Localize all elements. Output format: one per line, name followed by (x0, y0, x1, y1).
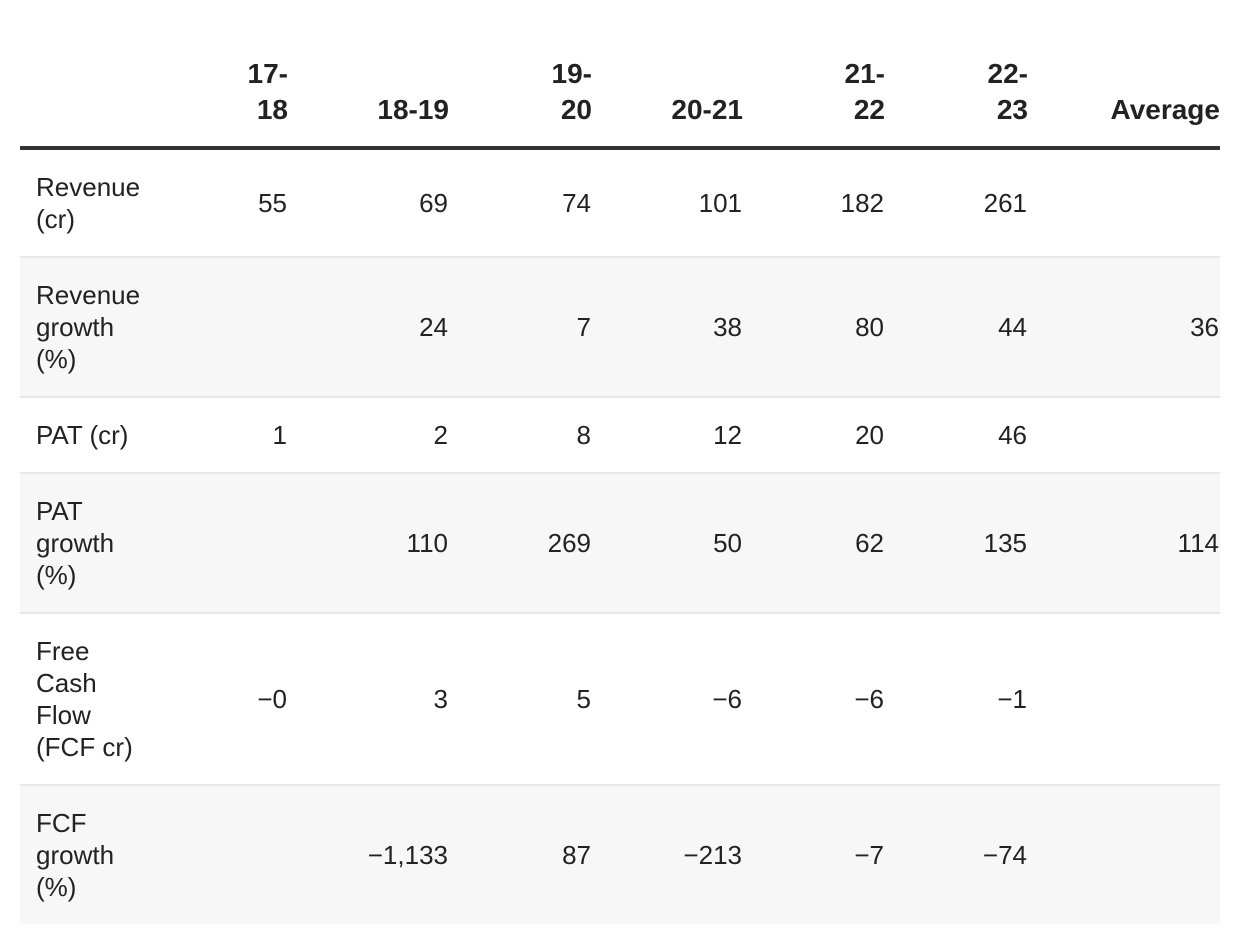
financial-summary-table: 17- 18 18-19 19- 20 20-21 21- 22 22- 23 … (20, 0, 1220, 924)
table-cell: 135 (885, 473, 1028, 614)
header-line: 19- (551, 58, 592, 89)
row-label-line: Revenue (36, 172, 141, 202)
table-header: 17- 18 18-19 19- 20 20-21 21- 22 22- 23 … (20, 0, 1220, 150)
table-cell (1028, 397, 1220, 474)
header-row: 17- 18 18-19 19- 20 20-21 21- 22 22- 23 … (20, 0, 1220, 150)
header-line: 21- (844, 58, 885, 89)
row-label-line: Revenue (36, 280, 141, 310)
header-cell-18-19: 18-19 (288, 0, 449, 150)
table-cell: 74 (449, 148, 592, 258)
table-cell: 69 (288, 148, 449, 258)
table-cell: 62 (743, 473, 885, 614)
row-label-line: PAT (cr) (36, 420, 129, 450)
row-label-line: growth (36, 840, 115, 870)
row-label-line: FCF (36, 808, 87, 838)
table-cell: 87 (449, 785, 592, 924)
header-cell-average: Average (1028, 0, 1220, 150)
row-label-line: (%) (36, 344, 77, 374)
header-line: 22 (853, 94, 885, 125)
table-cell: −1,133 (288, 785, 449, 924)
header-line: 22- (987, 58, 1028, 89)
table-cell: 5 (449, 613, 592, 786)
row-label-line: Cash (36, 668, 97, 698)
header-line: 18 (256, 94, 288, 125)
table-cell: −6 (743, 613, 885, 786)
table-cell: −213 (592, 785, 743, 924)
table-cell: 80 (743, 257, 885, 398)
table-cell: 1 (144, 397, 288, 474)
row-label-line: (cr) (36, 204, 75, 234)
table-cell: 261 (885, 148, 1028, 258)
table-body: Revenue (cr) 55 69 74 101 182 261 Revenue growth(… (20, 148, 1220, 924)
row-label-line: Flow (36, 700, 91, 730)
table-row: FCF growth (%) −1,133 87 −213 −7 −74 (20, 785, 1220, 924)
row-label: PAT growth (%) (20, 473, 144, 614)
table-cell: −0 (144, 613, 288, 786)
table-cell: 24 (288, 257, 449, 398)
table-cell: 12 (592, 397, 743, 474)
row-label-line: Free (36, 636, 90, 666)
table-cell: 55 (144, 148, 288, 258)
table-row: PAT (cr) 1 2 8 12 20 46 (20, 397, 1220, 474)
table-cell: 20 (743, 397, 885, 474)
header-cell-19-20: 19- 20 (449, 0, 592, 150)
table-cell (144, 473, 288, 614)
table-cell: 101 (592, 148, 743, 258)
table-cell: 8 (449, 397, 592, 474)
row-label: FCF growth (%) (20, 785, 144, 924)
table-row: PAT growth (%) 110 269 50 62 135 114 (20, 473, 1220, 614)
header-cell-empty (20, 0, 144, 150)
table-cell: 7 (449, 257, 592, 398)
table-cell (1028, 613, 1220, 786)
row-label: PAT (cr) (20, 397, 144, 474)
table-row: Revenue (cr) 55 69 74 101 182 261 (20, 148, 1220, 258)
row-label-line: (FCF cr) (36, 732, 133, 762)
table-cell (1028, 785, 1220, 924)
row-label-line: growth (36, 528, 115, 558)
header-cell-21-22: 21- 22 (743, 0, 885, 150)
row-label: Revenue (cr) (20, 148, 144, 258)
row-label: Free Cash Flow (FCF cr) (20, 613, 144, 786)
header-line: 17- (247, 58, 288, 89)
table-cell (144, 257, 288, 398)
header-cell-20-21: 20-21 (592, 0, 743, 150)
row-label-line: (%) (36, 872, 77, 902)
table-row: Free Cash Flow (FCF cr) −0 3 5 −6 −6 −1 (20, 613, 1220, 786)
table-cell: 50 (592, 473, 743, 614)
table-cell: 3 (288, 613, 449, 786)
header-cell-22-23: 22- 23 (885, 0, 1028, 150)
table-cell: −1 (885, 613, 1028, 786)
table-cell: 38 (592, 257, 743, 398)
table-cell: 2 (288, 397, 449, 474)
table-cell: 36 (1028, 257, 1220, 398)
header-line: 23 (996, 94, 1028, 125)
table-cell: 269 (449, 473, 592, 614)
financial-table-container: 17- 18 18-19 19- 20 20-21 21- 22 22- 23 … (20, 0, 1220, 924)
row-label-line: (%) (36, 560, 77, 590)
header-cell-17-18: 17- 18 (144, 0, 288, 150)
row-label-line: PAT (36, 496, 83, 526)
table-row: Revenue growth (%) 24 7 38 80 44 36 (20, 257, 1220, 398)
table-cell (144, 785, 288, 924)
table-cell: −6 (592, 613, 743, 786)
header-line: 20 (560, 94, 592, 125)
table-cell: −7 (743, 785, 885, 924)
table-cell (1028, 148, 1220, 258)
row-label: Revenue growth (%) (20, 257, 144, 398)
row-label-line: growth (36, 312, 115, 342)
table-cell: 44 (885, 257, 1028, 398)
table-cell: 46 (885, 397, 1028, 474)
table-cell: 182 (743, 148, 885, 258)
table-cell: 110 (288, 473, 449, 614)
table-cell: −74 (885, 785, 1028, 924)
table-cell: 114 (1028, 473, 1220, 614)
